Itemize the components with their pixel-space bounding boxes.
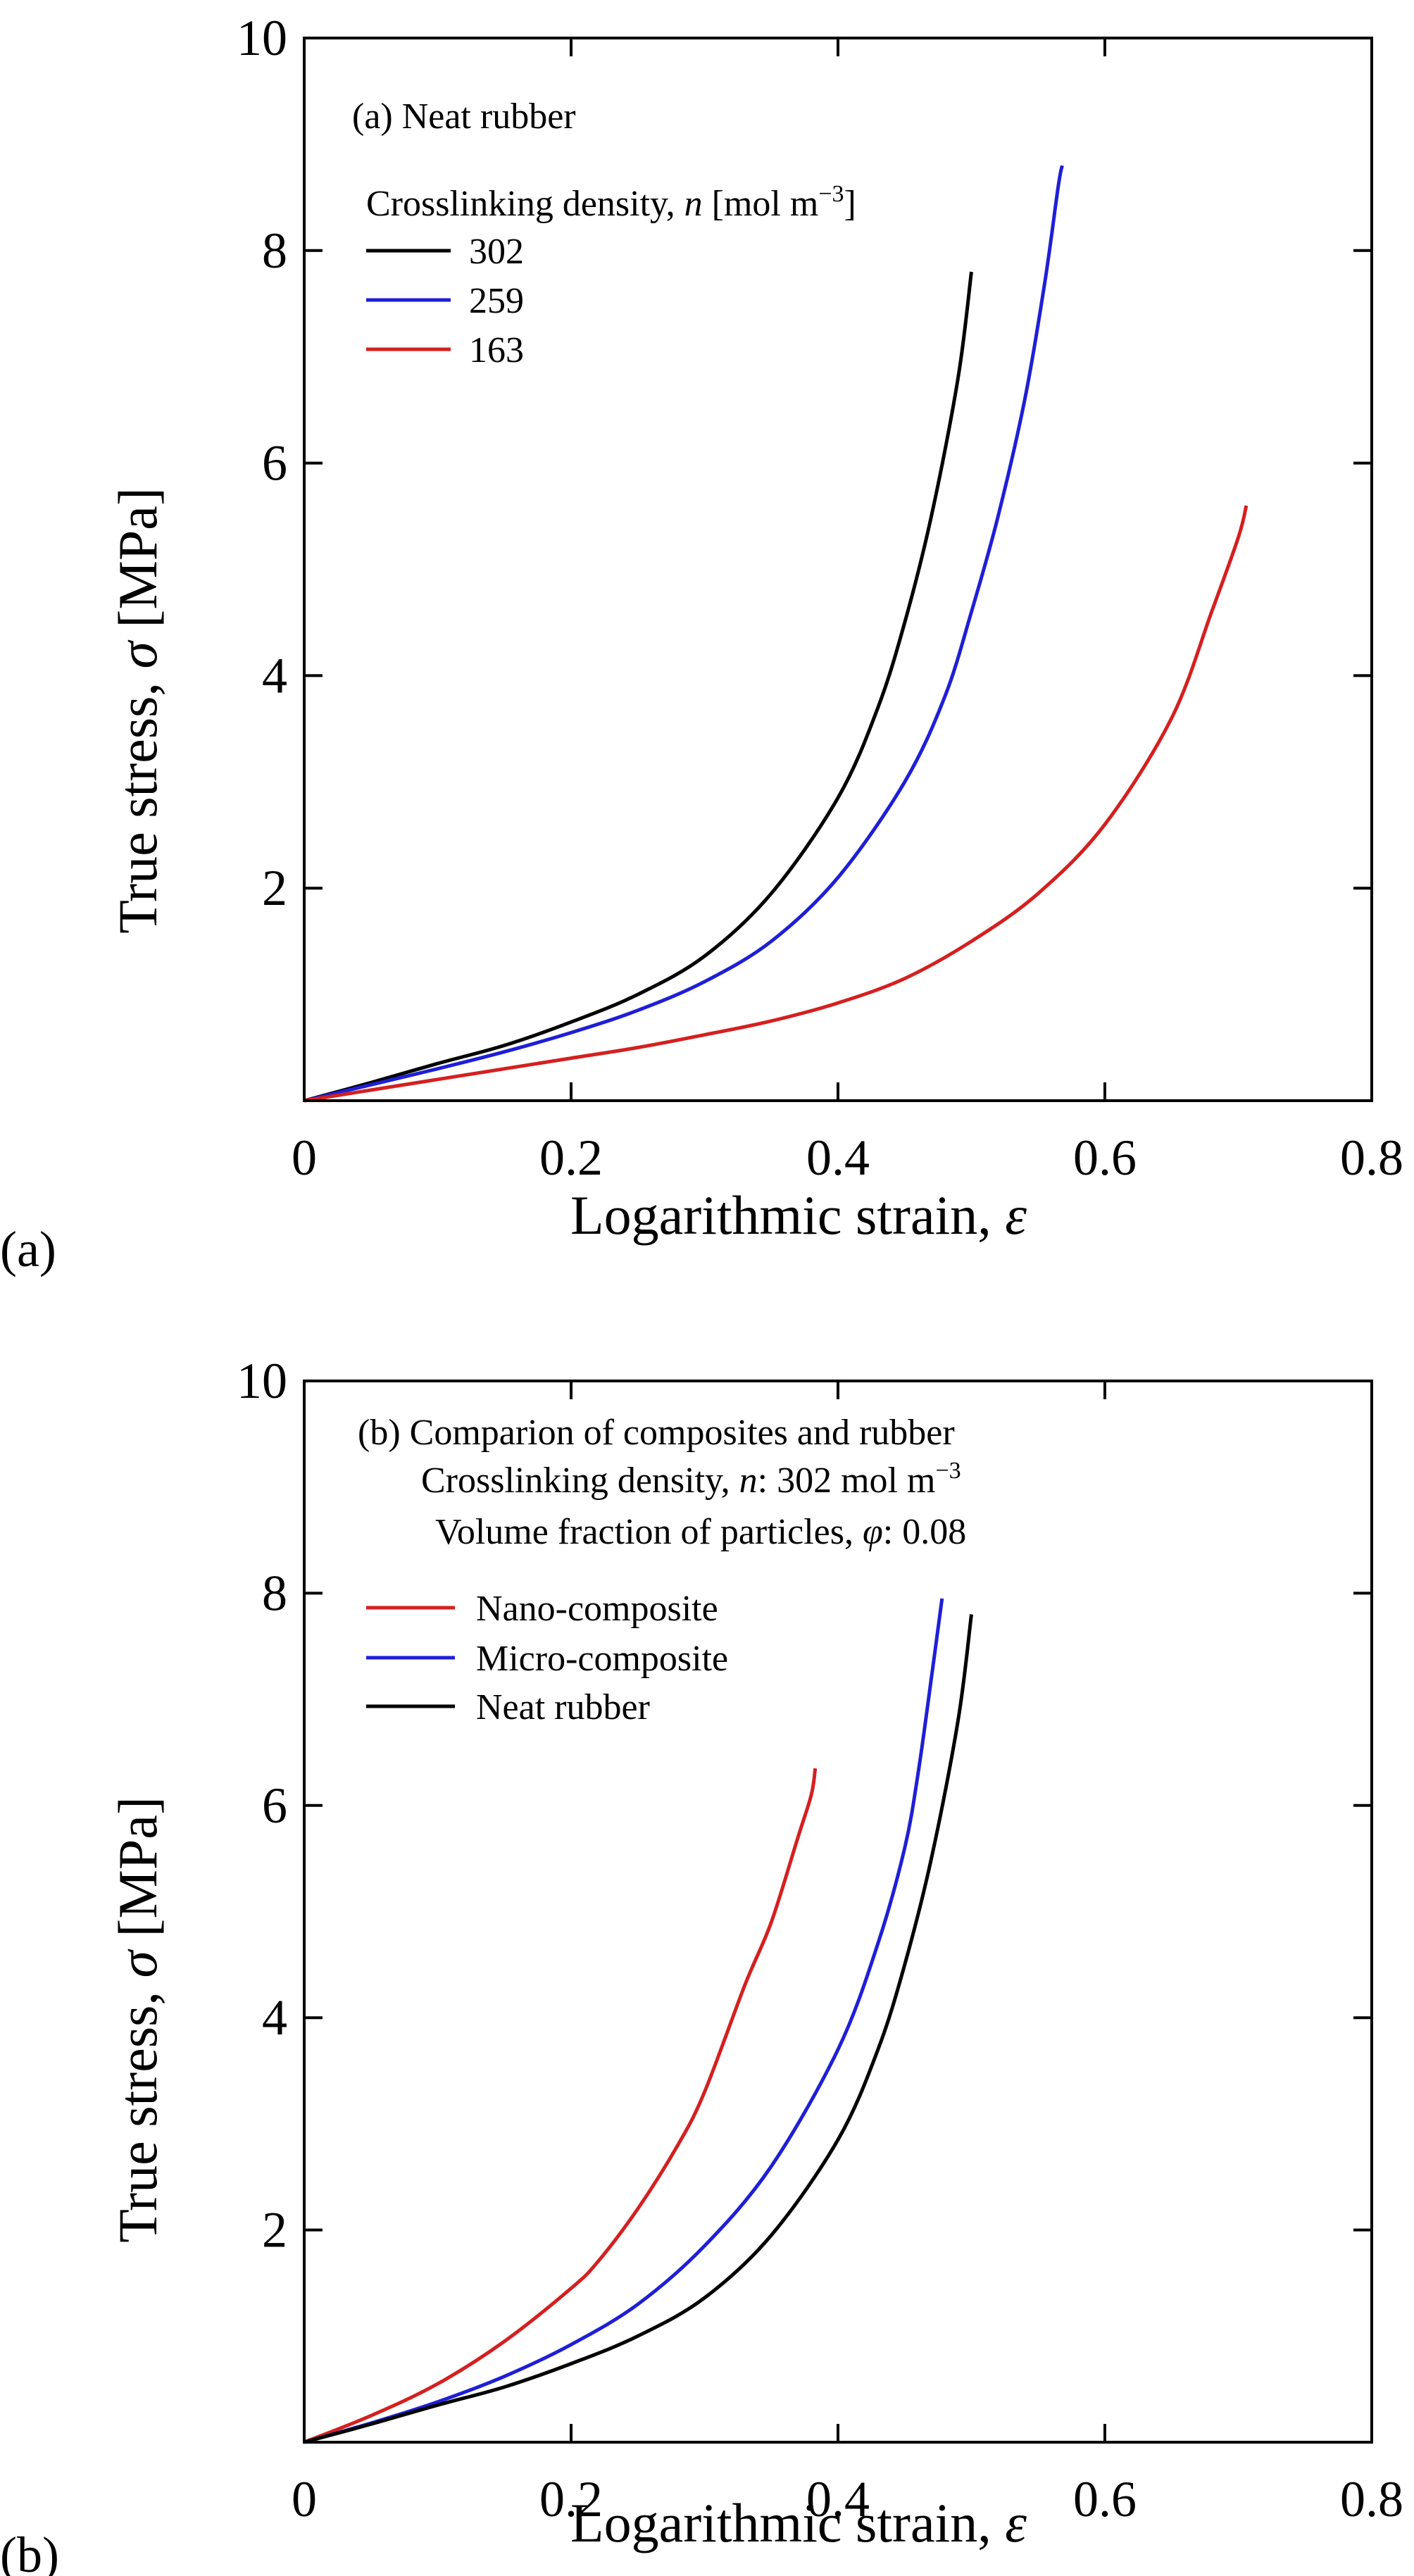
panel-b-label: (b)	[0, 2527, 59, 2576]
y-tick-label: 4	[262, 1989, 287, 2046]
panel-a-legend-title: Crosslinking density,	[366, 184, 684, 224]
panel-a-frame	[303, 37, 1373, 1102]
x-tick-label: 0.4	[806, 2471, 870, 2527]
x-tick-label: 0.4	[806, 1130, 870, 1186]
panel-a-legend: Crosslinking density, n [mol m−3] 302 25…	[366, 181, 856, 370]
x-tick-label: 0.6	[1073, 2471, 1137, 2527]
panel-a-ticks: 0 0.2 0.4 0.6 0.8 2 4 6 8 10	[237, 10, 1403, 1186]
y-tick-label: 8	[262, 1565, 287, 1621]
panel-b-frame	[303, 1380, 1373, 2444]
panel-b-annotation-crosslinking: Crosslinking density, n: 302 mol m−3	[421, 1458, 961, 1501]
panel-a-ylabel: True stress, σ [MPa]	[107, 487, 168, 934]
x-tick-label: 0.6	[1073, 1130, 1137, 1186]
x-tick-label: 0	[292, 1130, 317, 1186]
panel-a-xlabel: Logarithmic strain, ε	[570, 1184, 1027, 1246]
x-tick-label: 0	[292, 2471, 317, 2527]
x-tick-label: 0.2	[539, 2471, 603, 2527]
legend-label-163: 163	[469, 330, 524, 370]
y-tick-label: 2	[262, 2202, 287, 2258]
panel-b-xlabel: Logarithmic strain, ε	[570, 2492, 1027, 2553]
panel-b-chart: (b) Comparion of composites and rubber C…	[0, 1353, 1403, 2576]
panel-a-label: (a)	[0, 1221, 56, 1277]
y-tick-label: 6	[262, 1777, 287, 1834]
series-line-259	[304, 165, 1064, 1103]
panel-b-series	[304, 1598, 973, 2444]
plot-frame	[303, 1380, 1373, 2444]
panel-a-title: (a) Neat rubber	[352, 96, 576, 137]
legend-label-nano: Nano-composite	[476, 1589, 718, 1629]
y-tick-label: 4	[262, 647, 287, 704]
plot-frame	[303, 37, 1373, 1102]
svg-text:(b) Comparion of composites an: (b) Comparion of composites and rubber	[358, 1413, 955, 1453]
x-tick-label: 0.2	[539, 1130, 603, 1186]
panel-a-series	[304, 165, 1249, 1103]
panel-b-annotation-volume-fraction: Volume fraction of particles, φ: 0.08	[435, 1512, 966, 1552]
series-line-micro-composite	[304, 1598, 944, 2444]
series-line-nano-composite	[304, 1768, 818, 2444]
legend-label-neat: Neat rubber	[476, 1687, 650, 1727]
series-line-163	[304, 505, 1249, 1103]
y-tick-label: 10	[237, 1353, 287, 1409]
y-tick-label: 8	[262, 223, 287, 279]
y-tick-label: 6	[262, 435, 287, 492]
panel-a-chart: (a) Neat rubber Crosslinking density, n …	[0, 10, 1403, 1277]
panel-b-ticks: 0 0.2 0.4 0.6 0.8 2 4 6 8 10	[237, 1353, 1403, 2527]
series-line-neat-rubber	[304, 1614, 973, 2444]
svg-text:(a) Neat rubber: (a) Neat rubber	[352, 96, 576, 137]
legend-label-302: 302	[469, 232, 524, 272]
legend-label-micro: Micro-composite	[476, 1639, 728, 1679]
x-tick-label: 0.8	[1340, 2471, 1403, 2527]
x-tick-label: 0.8	[1340, 1130, 1403, 1186]
series-line-302	[304, 271, 973, 1103]
y-tick-label: 2	[262, 860, 287, 916]
panel-b-title: (b) Comparion of composites and rubber C…	[358, 1413, 966, 1552]
panel-b-legend: Nano-composite Micro-composite Neat rubb…	[366, 1589, 728, 1727]
legend-label-259: 259	[469, 281, 524, 321]
panel-b-ylabel: True stress, σ [MPa]	[107, 1796, 168, 2243]
y-tick-label: 10	[237, 10, 287, 66]
svg-text:Crosslinking density, n [mol m: Crosslinking density, n [mol m−3]	[366, 181, 856, 224]
